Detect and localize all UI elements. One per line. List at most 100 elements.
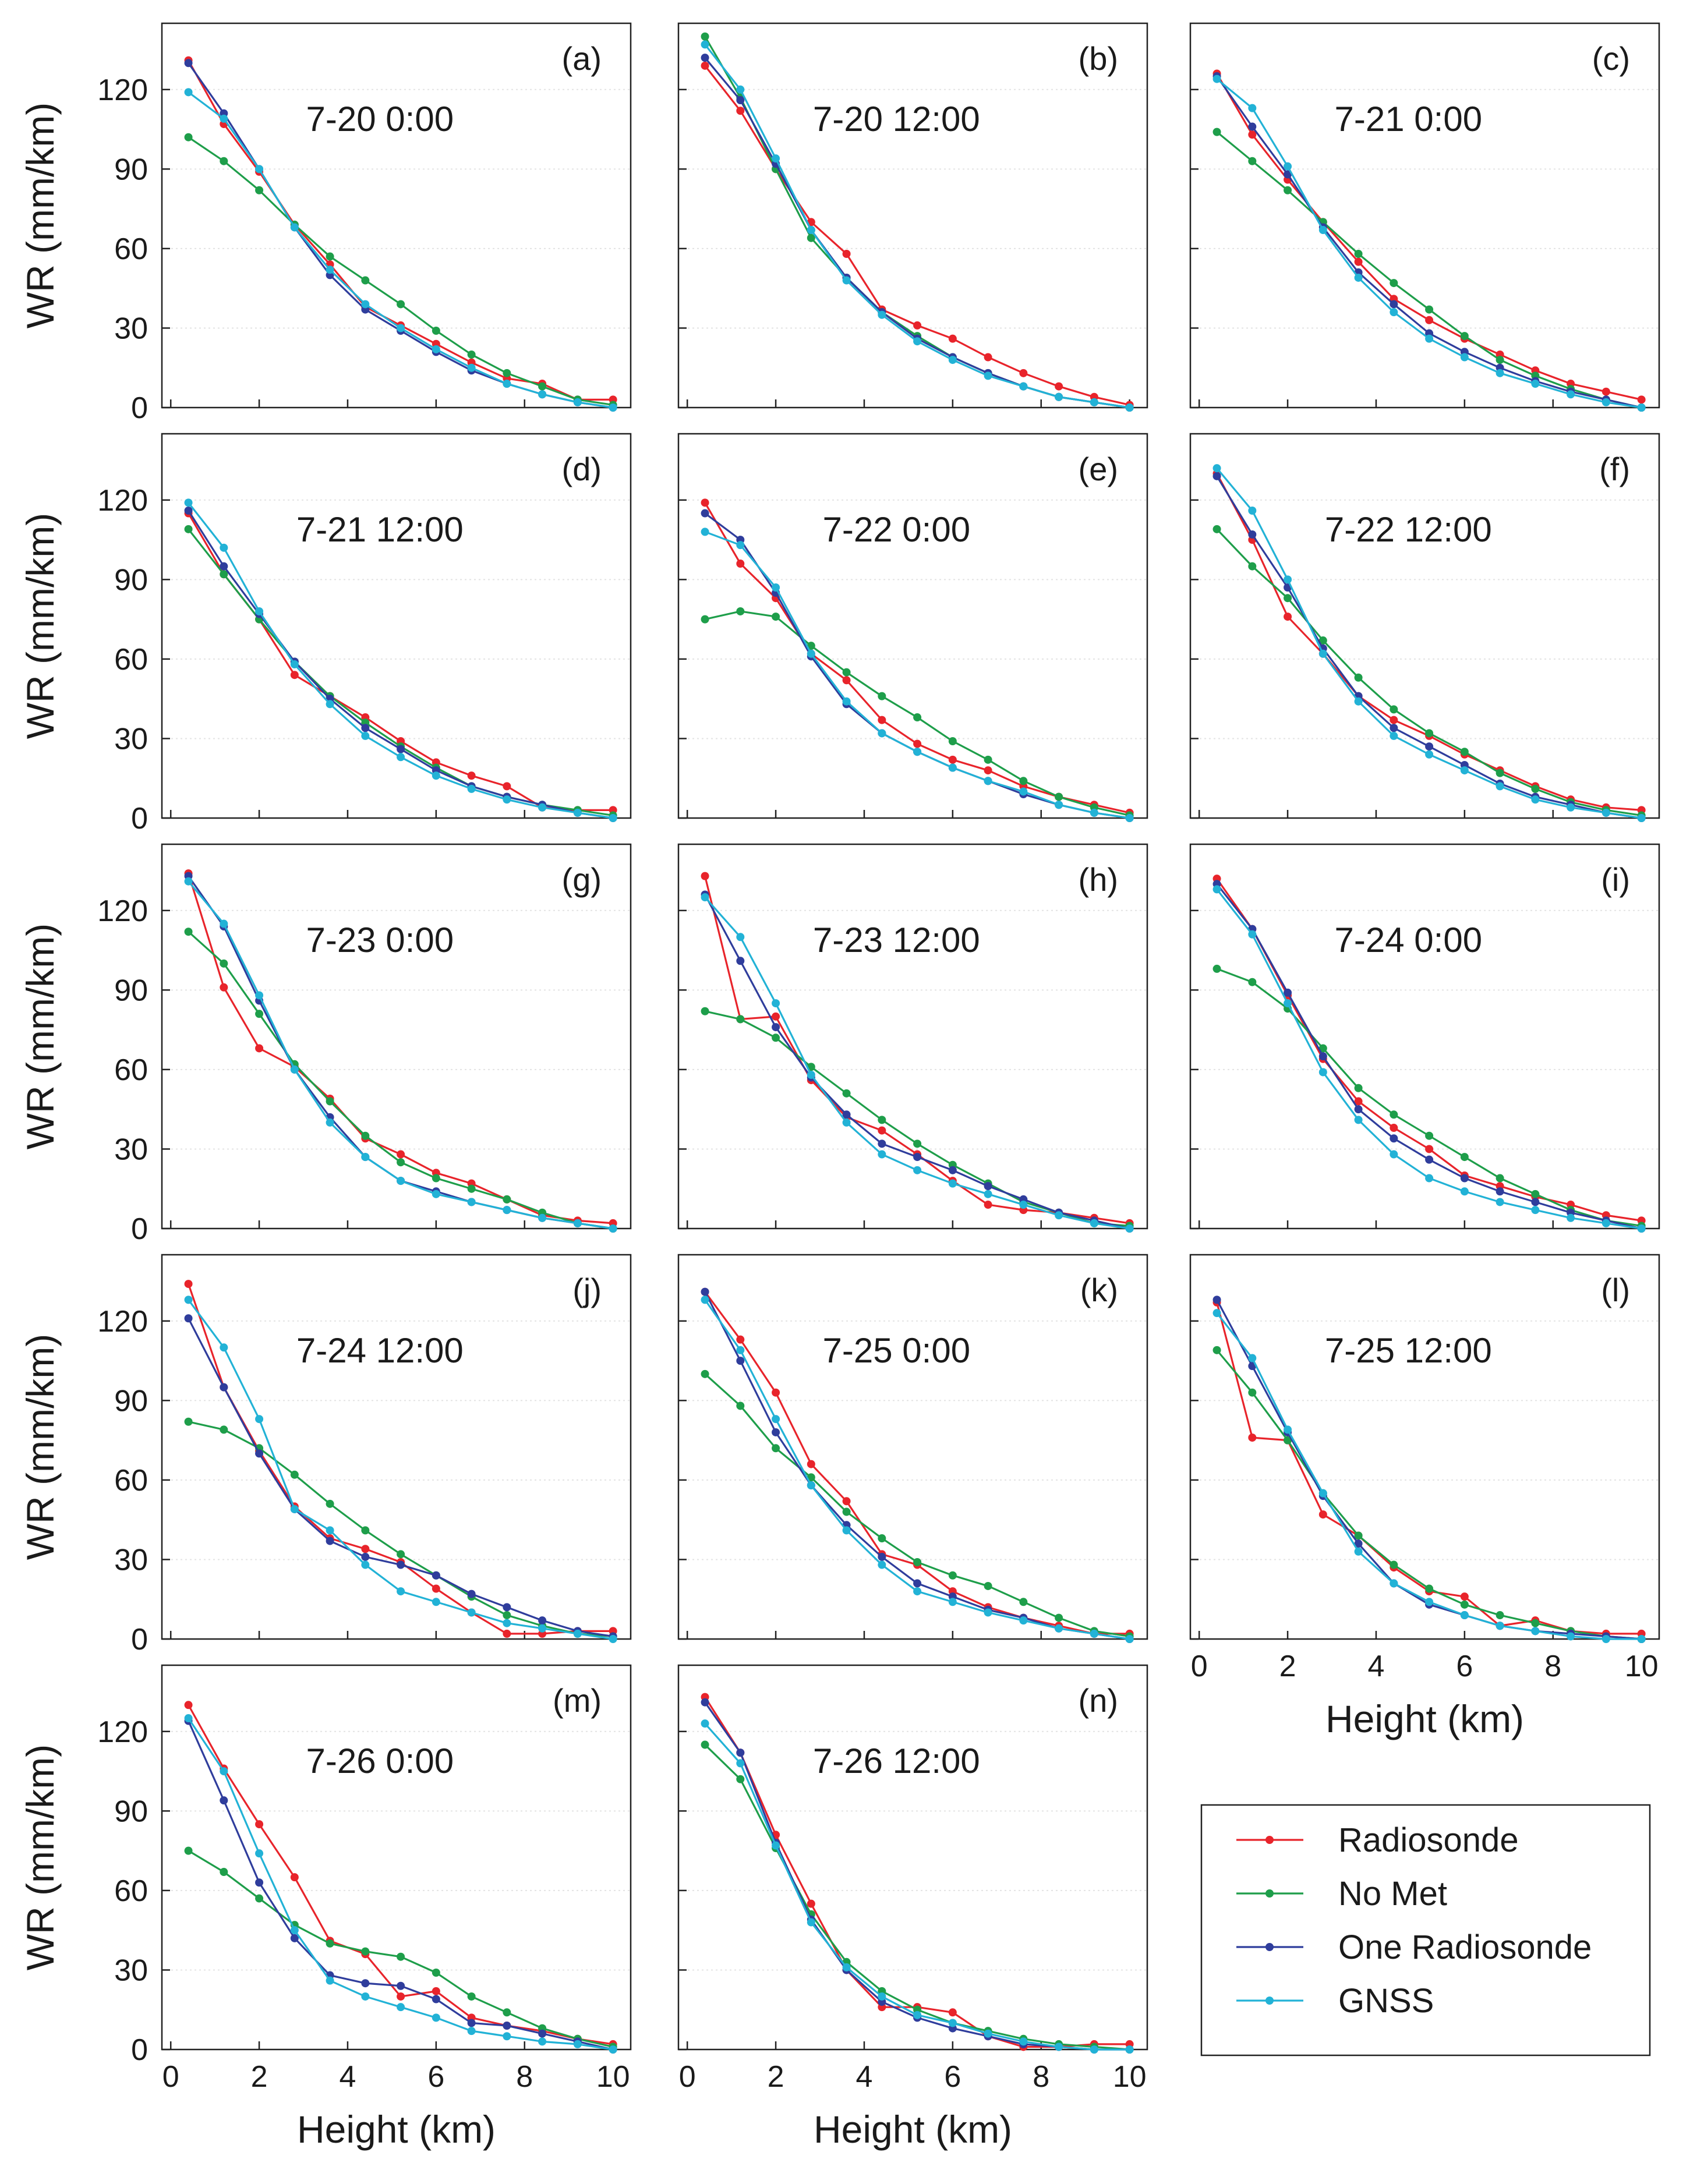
series-line [1217,968,1642,1227]
data-point [1531,1627,1540,1636]
data-point [1248,562,1257,571]
data-point [842,676,851,685]
series-line [1216,1349,1642,1640]
y-tick-label: 60 [114,1874,148,1908]
data-point [701,61,709,70]
data-point [807,1481,815,1489]
data-point [538,1624,547,1633]
series-gnss [1212,1309,1646,1643]
data-point [1602,1635,1610,1643]
data-point [184,498,193,507]
data-point [701,54,709,62]
data-point [432,2013,440,2022]
data-point [701,1287,709,1296]
data-point [503,1629,511,1638]
data-point [1496,1198,1504,1206]
panel-tag: (d) [562,451,602,487]
data-point [984,755,992,764]
series-gnss [1212,464,1646,822]
legend-swatch-marker [1265,1943,1274,1951]
data-point [984,777,992,785]
y-tick-label: 30 [114,312,148,345]
series-gnss [184,1295,617,1643]
data-point [1212,472,1221,480]
data-point [1425,1584,1434,1593]
panel-time-label: 7-21 0:00 [1335,100,1483,139]
data-point [467,350,476,359]
data-point [842,668,851,677]
data-point [1212,128,1221,136]
data-point [1460,1153,1469,1162]
series-gnss [184,877,617,1233]
data-point [1284,170,1292,179]
data-point [878,729,886,738]
x-tick-label: 10 [1113,2060,1147,2094]
data-point [984,1608,992,1617]
data-point [736,957,745,965]
data-point [736,1748,745,1757]
series-line [705,1010,1130,1227]
data-point [948,2008,957,2017]
data-point [255,1878,264,1887]
legend-item-no-met: No Met [1236,1875,1447,1913]
data-point [1425,1131,1434,1140]
data-point [220,157,228,165]
data-point [397,1952,405,1961]
data-point [1248,1433,1257,1442]
data-point [1460,1174,1469,1183]
data-point [538,390,547,399]
data-point [397,1150,405,1159]
data-point [984,1190,992,1198]
data-point [842,1118,851,1127]
data-point [736,1775,745,1783]
x-tick-label: 2 [1279,1649,1296,1683]
data-point [984,1182,992,1191]
data-point [842,697,851,706]
data-point [878,692,886,700]
data-point [1019,1201,1028,1209]
series-line [188,136,613,406]
legend-item-radiosonde: Radiosonde [1236,1821,1519,1859]
plot-frame [1189,843,1660,1230]
x-tick-label: 8 [1033,2060,1049,2094]
data-point [609,1635,617,1643]
panel-tag: (m) [553,1682,602,1719]
data-point [1637,1224,1646,1233]
data-point [1284,1436,1292,1445]
data-point [573,808,582,817]
data-point [807,1071,815,1079]
data-point [432,1969,440,1977]
data-point [1390,1150,1398,1159]
data-point [326,700,334,709]
data-point [1354,250,1363,258]
data-point [432,1987,440,1995]
data-point [913,321,922,330]
data-point [1055,1613,1063,1622]
y-tick-label: 60 [114,1053,148,1087]
series-no-met [184,525,617,820]
series-no-met [1212,525,1646,820]
data-point [255,607,264,615]
data-point [772,1012,780,1021]
data-point [1055,382,1063,391]
data-point [361,724,370,732]
data-point [397,2003,405,2012]
data-point [1425,1145,1434,1153]
y-tick-label: 0 [131,1623,148,1656]
data-point [1212,1295,1221,1304]
panel-g: 0 30 60 90 120 WR (mm/km) (g) 7-23 0:00 [19,843,632,1246]
data-point [736,933,745,941]
panel-time-label: 7-26 0:00 [306,1741,454,1781]
data-point [1019,1616,1028,1625]
data-point [1531,784,1540,793]
data-point [736,541,745,550]
data-point [1248,930,1257,939]
data-point [1390,705,1398,714]
data-point [772,1023,780,1032]
data-point [878,1992,886,2001]
data-point [538,2029,547,2038]
data-point [1248,530,1257,539]
data-point [807,226,815,235]
data-point [467,1590,476,1598]
data-point [573,398,582,406]
